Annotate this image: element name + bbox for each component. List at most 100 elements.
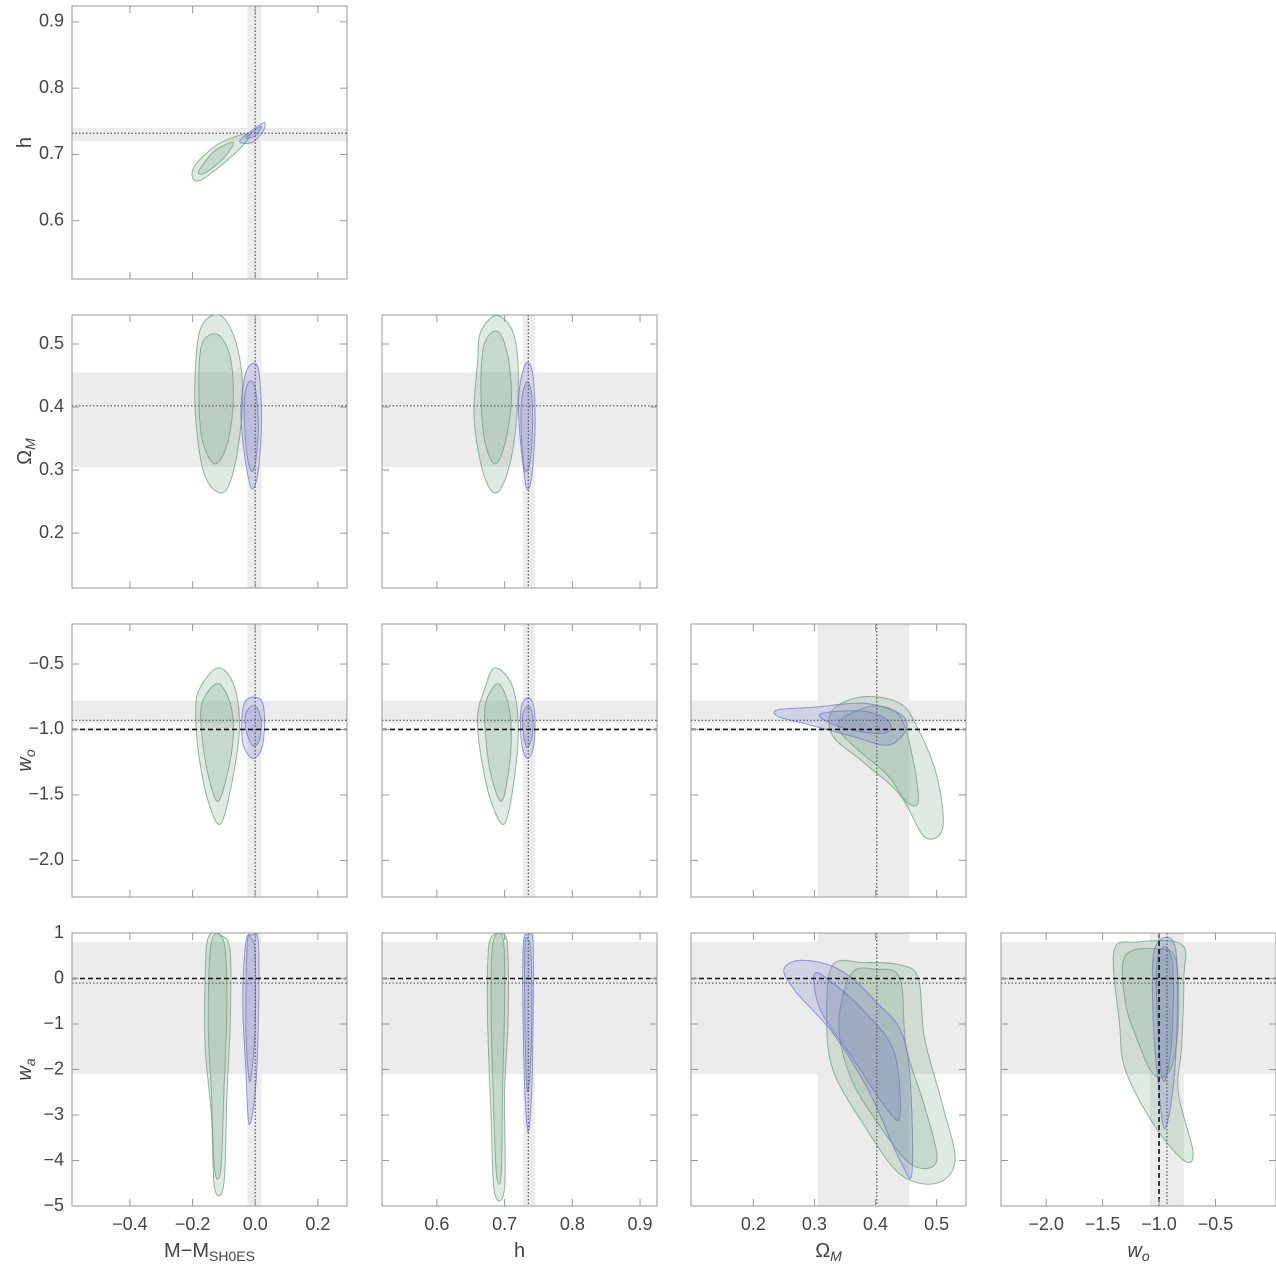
panel	[691, 624, 966, 897]
axis-label-sub: M	[830, 1248, 842, 1264]
axis-label-main: h	[14, 137, 36, 148]
y-tick-label: 0.3	[39, 459, 64, 479]
axis-label: h	[514, 1240, 525, 1262]
contour	[520, 381, 534, 473]
x-tick-label: 0.8	[560, 1214, 585, 1234]
y-tick-label: 0	[54, 967, 64, 987]
band	[72, 372, 347, 467]
frame	[71, 5, 348, 280]
y-tick-label: 0.4	[39, 396, 64, 416]
contour	[828, 696, 944, 840]
x-tick-label: −0.5	[1198, 1214, 1234, 1234]
band	[247, 6, 262, 279]
axis-label-main: h	[514, 1240, 525, 1262]
x-tick-label: 0.7	[492, 1214, 517, 1234]
x-tick-label: 0.2	[741, 1214, 766, 1234]
contour	[519, 697, 536, 759]
axis-label-sub: M	[22, 438, 38, 450]
x-tick-label: −2.0	[1028, 1214, 1064, 1234]
band	[72, 127, 347, 142]
contour	[198, 333, 234, 465]
contour	[826, 959, 956, 1185]
contour	[773, 702, 908, 746]
axis-label: wo	[1127, 1240, 1149, 1263]
contour	[1121, 947, 1180, 1078]
panel	[72, 933, 347, 1206]
y-tick-label: −5	[43, 1195, 64, 1215]
x-tick-label: 0.3	[802, 1214, 827, 1234]
x-tick-label: −0.2	[175, 1214, 211, 1234]
panel	[382, 624, 657, 897]
frame	[690, 623, 967, 898]
y-tick-label: 0.6	[39, 209, 64, 229]
x-tick-label: −0.4	[112, 1214, 148, 1234]
panel	[691, 933, 966, 1206]
y-tick-label: 0.5	[39, 333, 64, 353]
frame	[381, 314, 658, 589]
axis-label-sub: o	[1142, 1248, 1150, 1264]
axis-label-sub: a	[22, 1058, 38, 1066]
x-tick-label: 0.9	[628, 1214, 653, 1234]
band	[522, 624, 536, 897]
y-tick-label: −4	[43, 1149, 64, 1169]
y-tick-label: −2	[43, 1058, 64, 1078]
panel	[72, 6, 347, 279]
y-tick-label: −1	[43, 1013, 64, 1033]
x-tick-label: 0.6	[424, 1214, 449, 1234]
band	[382, 942, 657, 1075]
panel	[1001, 933, 1276, 1206]
panel	[72, 624, 347, 897]
axis-label-main: Ω	[14, 450, 36, 465]
y-tick-label: 0.8	[39, 77, 64, 97]
y-tick-label: 0.7	[39, 143, 64, 163]
contour	[813, 972, 901, 1121]
contour	[480, 330, 512, 465]
y-tick-label: −1.5	[28, 784, 64, 804]
panel	[72, 315, 347, 588]
axis-label: ΩM	[815, 1240, 842, 1263]
x-tick-label: 0.4	[863, 1214, 888, 1234]
x-tick-label: 0.5	[924, 1214, 949, 1234]
y-tick-label: 1	[54, 922, 64, 942]
axis-label-main: M−M	[164, 1240, 209, 1262]
band	[72, 700, 347, 723]
y-tick-label: −1.0	[28, 718, 64, 738]
contour	[783, 959, 914, 1179]
contour	[473, 315, 519, 494]
x-tick-label: 0.0	[243, 1214, 268, 1234]
contour	[245, 934, 257, 1083]
y-tick-label: −2.0	[28, 849, 64, 869]
frame	[71, 623, 348, 898]
band	[247, 624, 262, 897]
axis-label: wa	[14, 1058, 37, 1080]
contour	[476, 667, 519, 825]
panel	[382, 315, 657, 588]
x-tick-label: 0.2	[305, 1214, 330, 1234]
contour	[241, 696, 266, 759]
axis-label-main: w	[1127, 1240, 1143, 1262]
band	[1001, 942, 1276, 1075]
x-tick-label: −1.0	[1141, 1214, 1177, 1234]
y-tick-label: 0.2	[39, 522, 64, 542]
band	[817, 624, 910, 897]
axis-label: ΩM	[14, 438, 37, 465]
contour	[486, 933, 509, 1202]
axis-label: M−MSH0ES	[164, 1240, 255, 1263]
axis-label-main: w	[14, 756, 36, 772]
contour	[244, 705, 262, 747]
axis-label-main: Ω	[815, 1240, 830, 1262]
frame	[381, 623, 658, 898]
band	[382, 700, 657, 723]
axis-label: wo	[14, 749, 37, 771]
contour	[207, 933, 228, 1180]
contour	[484, 683, 512, 802]
axis-label-sub: SH0ES	[209, 1248, 255, 1264]
axis-label: h	[14, 137, 36, 148]
y-tick-label: 0.9	[39, 11, 64, 31]
contour	[1155, 946, 1174, 1082]
x-tick-label: −1.5	[1085, 1214, 1121, 1234]
contour	[818, 710, 892, 734]
y-tick-label: −3	[43, 1104, 64, 1124]
contour	[490, 933, 506, 1185]
